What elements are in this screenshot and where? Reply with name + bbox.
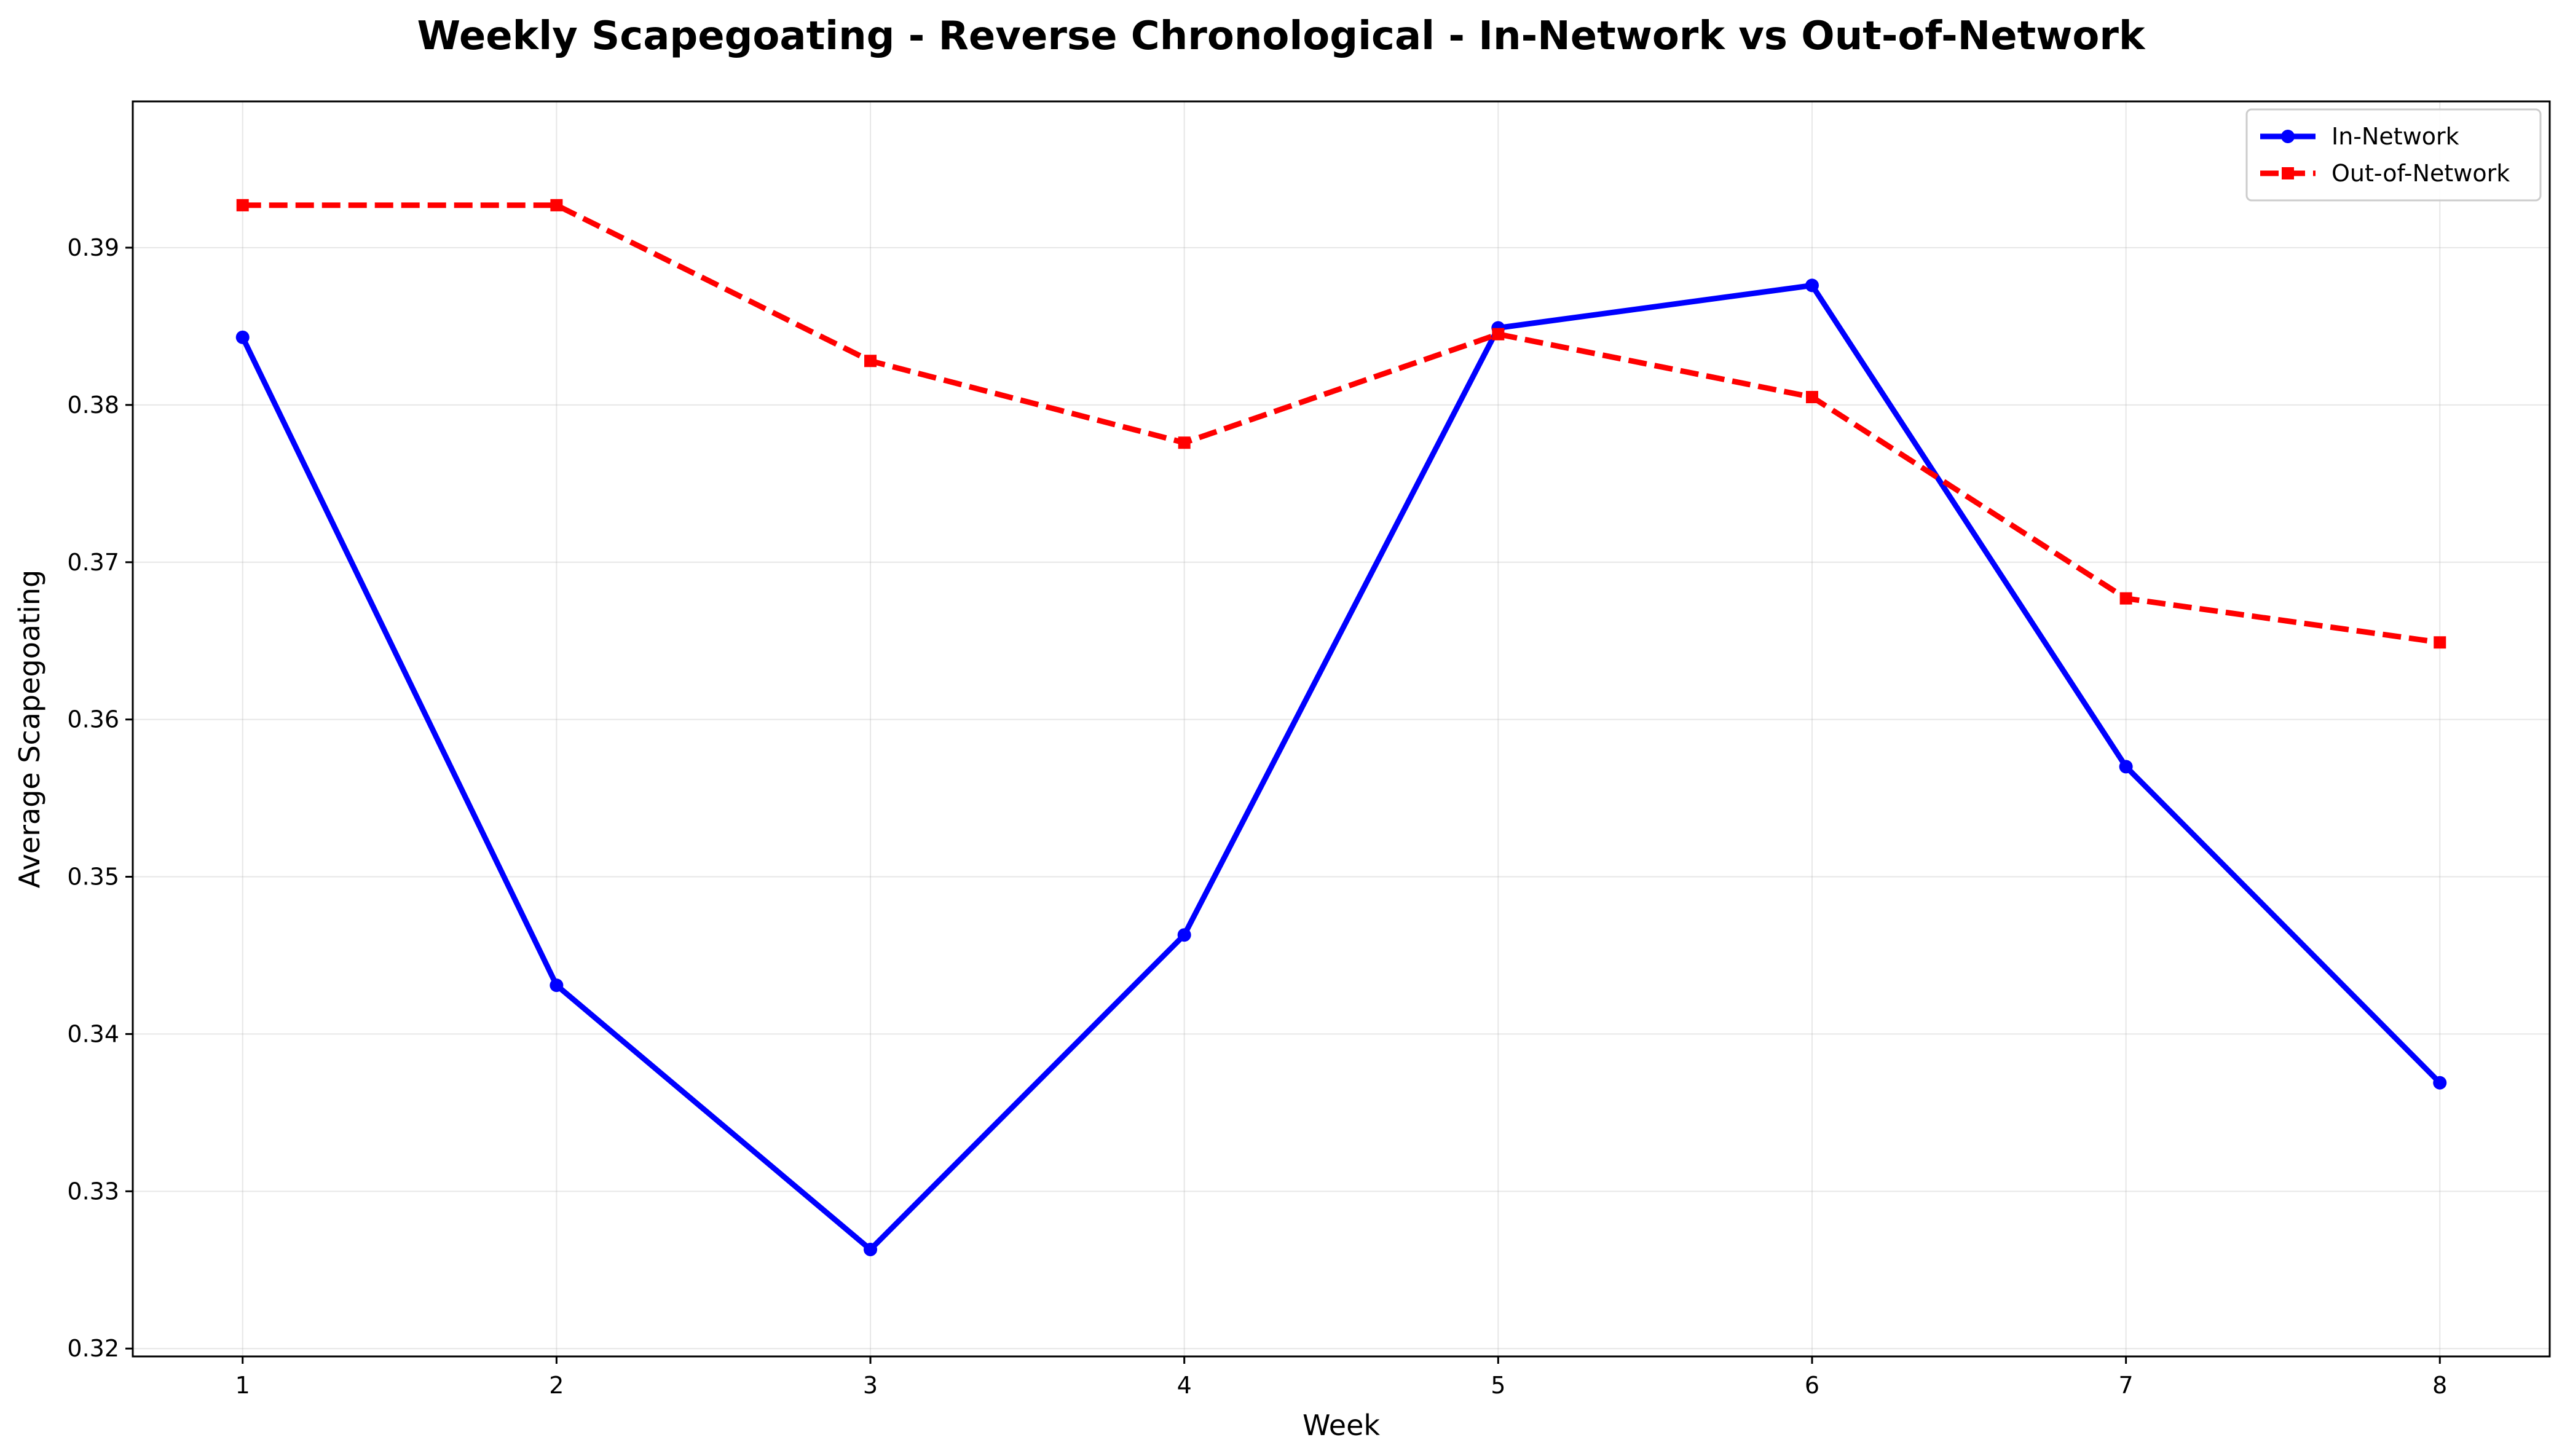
data-point (550, 199, 563, 211)
data-point (1178, 436, 1191, 449)
y-axis-label: Average Scapegoating (13, 570, 46, 888)
legend: In-Network Out-of-Network (2245, 108, 2542, 202)
data-point (550, 978, 564, 993)
data-point (1805, 391, 1818, 404)
plot-series (235, 199, 2447, 1256)
x-tick-label: 5 (1491, 1372, 1505, 1399)
x-tick-label: 8 (2432, 1372, 2447, 1399)
legend-item: Out-of-Network (2260, 160, 2510, 187)
x-tick-label: 6 (1805, 1372, 1819, 1399)
series-in-network (235, 278, 2447, 1256)
y-tick-label: 0.34 (67, 1020, 119, 1047)
y-tick-label: 0.33 (67, 1178, 119, 1205)
axis-ticks: 1 2 3 4 5 6 7 8 0.32 0.33 0.34 0.35 0.36 0.37 0.38 0.39 (67, 234, 2447, 1399)
y-tick-label: 0.32 (67, 1335, 119, 1362)
chart-title: Weekly Scapegoating - Reverse Chronologi… (417, 14, 2146, 59)
x-tick-label: 2 (549, 1372, 564, 1399)
data-point (2434, 636, 2446, 649)
legend-box (2245, 108, 2542, 202)
data-point (1492, 328, 1505, 340)
y-tick-label: 0.39 (67, 234, 119, 261)
legend-label: Out-of-Network (2331, 160, 2510, 187)
series-out-of-network (236, 199, 2446, 649)
y-tick-label: 0.36 (67, 706, 119, 733)
data-point (236, 199, 249, 211)
data-point (2433, 1076, 2447, 1090)
x-tick-label: 7 (2119, 1372, 2134, 1399)
data-point (2119, 592, 2132, 605)
data-point (1177, 928, 1191, 942)
data-point (864, 355, 877, 368)
data-point (235, 330, 250, 344)
data-point (1805, 278, 1819, 293)
x-tick-label: 4 (1177, 1372, 1192, 1399)
legend-marker (2281, 130, 2295, 143)
data-point (864, 1242, 878, 1256)
data-point (2119, 760, 2133, 774)
x-axis-label: Week (1303, 1409, 1380, 1442)
legend-label: In-Network (2331, 123, 2459, 150)
x-tick-label: 1 (235, 1372, 250, 1399)
x-tick-label: 3 (863, 1372, 878, 1399)
series-line (242, 202, 2440, 645)
legend-marker (2282, 167, 2294, 179)
legend-item: In-Network (2260, 123, 2459, 150)
plot-frame (132, 100, 2551, 1358)
y-tick-label: 0.37 (67, 549, 119, 576)
grid (133, 101, 2550, 1356)
series-line (240, 282, 2442, 1253)
y-tick-label: 0.35 (67, 864, 119, 891)
y-tick-label: 0.38 (67, 392, 119, 419)
